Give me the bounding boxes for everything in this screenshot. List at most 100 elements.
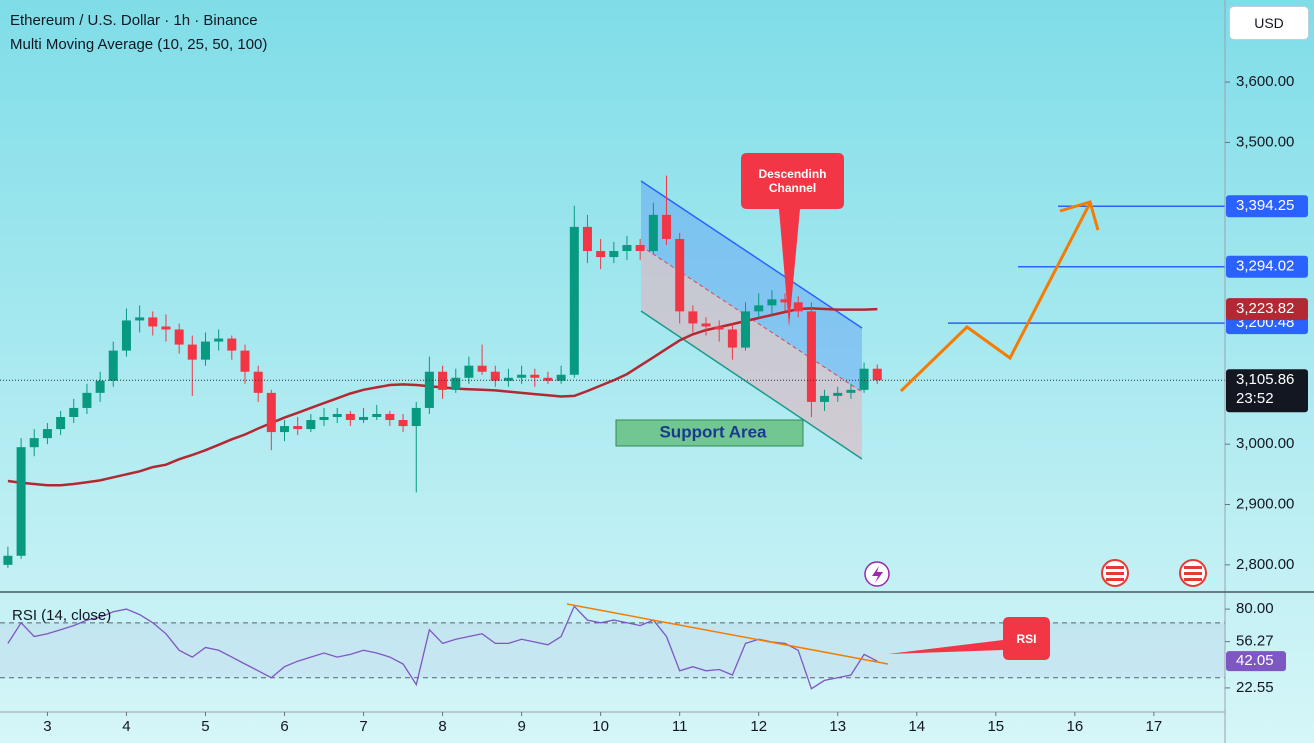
flag-stripe <box>1184 578 1202 581</box>
candle-body <box>135 317 145 321</box>
rsi-line <box>7 605 878 690</box>
candle-body <box>609 251 619 258</box>
candle-body <box>398 420 408 427</box>
candle-body <box>148 317 158 327</box>
candle-body <box>530 374 540 378</box>
candle-body <box>701 323 711 327</box>
candle-body <box>556 374 566 381</box>
x-tick-label: 14 <box>908 718 925 735</box>
y-tick-label: 2,900.00 <box>1236 495 1294 512</box>
rsi-value-label: 42.05 <box>1236 652 1274 669</box>
candle-body <box>293 426 303 430</box>
flag-stripe <box>1106 572 1124 575</box>
candle-body <box>569 226 579 375</box>
channel-lower <box>641 246 862 459</box>
candle-body <box>319 416 329 421</box>
candle-body <box>793 302 803 312</box>
candle-body <box>477 365 487 372</box>
candle-body <box>280 426 290 433</box>
candle-body <box>108 350 118 381</box>
x-tick-label: 15 <box>987 718 1004 735</box>
x-tick-label: 8 <box>438 718 446 735</box>
x-tick-label: 17 <box>1146 718 1163 735</box>
candle-body <box>424 371 434 408</box>
last-price-box <box>1226 369 1308 413</box>
currency-button[interactable]: USD <box>1229 6 1309 40</box>
flag-stripe <box>1184 572 1202 575</box>
candle-body <box>95 380 105 393</box>
candle-body <box>385 413 395 421</box>
channel-top-line <box>640 180 863 329</box>
support-label: Support Area <box>659 422 767 441</box>
price-level-label: 3,394.25 <box>1236 197 1294 214</box>
price-level-box <box>1226 195 1308 218</box>
candle-body <box>451 377 461 390</box>
last-price-label: 3,105.86 <box>1236 371 1294 388</box>
candle-body <box>675 238 685 312</box>
x-tick-label: 4 <box>122 718 130 735</box>
candle-body <box>727 329 737 348</box>
candle-body <box>82 392 92 408</box>
countdown-label: 23:52 <box>1236 390 1274 407</box>
candle-body <box>596 251 606 258</box>
candle-body <box>372 413 382 417</box>
x-tick-label: 10 <box>592 718 609 735</box>
candle-body <box>411 407 421 427</box>
candle-body <box>517 374 527 378</box>
candle-body <box>306 420 316 430</box>
projection-path <box>899 202 1092 393</box>
candle-body <box>227 338 237 351</box>
candle-body <box>253 371 263 393</box>
support-area: Support Area <box>615 419 804 447</box>
indicator-title: Multi Moving Average (10, 25, 50, 100) <box>10 36 268 53</box>
candle-body <box>359 416 369 421</box>
candle-body <box>806 311 816 402</box>
candle-body <box>161 326 171 330</box>
candle-body <box>846 389 856 393</box>
candle-body <box>582 226 592 252</box>
y-tick-label: 22.55 <box>1236 679 1274 696</box>
channel-callout <box>741 153 844 327</box>
y-tick-label: 3,600.00 <box>1236 73 1294 90</box>
candle-body <box>56 416 66 430</box>
event-icon-bolt <box>872 566 883 583</box>
projection-arrow <box>1059 200 1100 231</box>
x-tick-label: 12 <box>750 718 767 735</box>
candle-body <box>714 326 724 330</box>
chart-title: Ethereum / U.S. Dollar · 1h · Binance <box>10 12 258 29</box>
candle-body <box>635 245 645 252</box>
candle-body <box>780 299 790 303</box>
candle-body <box>543 377 553 381</box>
candle-body <box>661 214 671 239</box>
rsi-callout-text: RSI <box>1016 631 1037 646</box>
support-box <box>615 419 804 447</box>
x-tick-label: 13 <box>829 718 846 735</box>
candle-body <box>332 413 342 417</box>
candle-body <box>754 305 764 312</box>
candle-body <box>464 365 474 378</box>
candle-body <box>240 350 250 372</box>
candle-body <box>121 320 131 351</box>
candle-body <box>3 555 13 565</box>
x-tick-label: 16 <box>1066 718 1083 735</box>
x-tick-label: 3 <box>43 718 51 735</box>
candle-body <box>345 413 355 421</box>
x-tick-label: 11 <box>672 718 688 735</box>
ma-price-box <box>1226 298 1308 321</box>
candle-body <box>42 429 52 439</box>
candle-body <box>622 245 632 252</box>
candle-body <box>187 344 197 360</box>
candle-body <box>16 447 26 556</box>
rsi-title: RSI (14, close) <box>12 607 111 624</box>
candle-body <box>69 407 79 417</box>
channel-bottom-line <box>640 310 863 460</box>
channel-upper <box>641 181 862 392</box>
x-tick-label: 6 <box>280 718 288 735</box>
candle-body <box>820 395 830 402</box>
y-tick-label: 56.27 <box>1236 633 1274 650</box>
candle-body <box>767 299 777 306</box>
candle-body <box>266 392 276 433</box>
